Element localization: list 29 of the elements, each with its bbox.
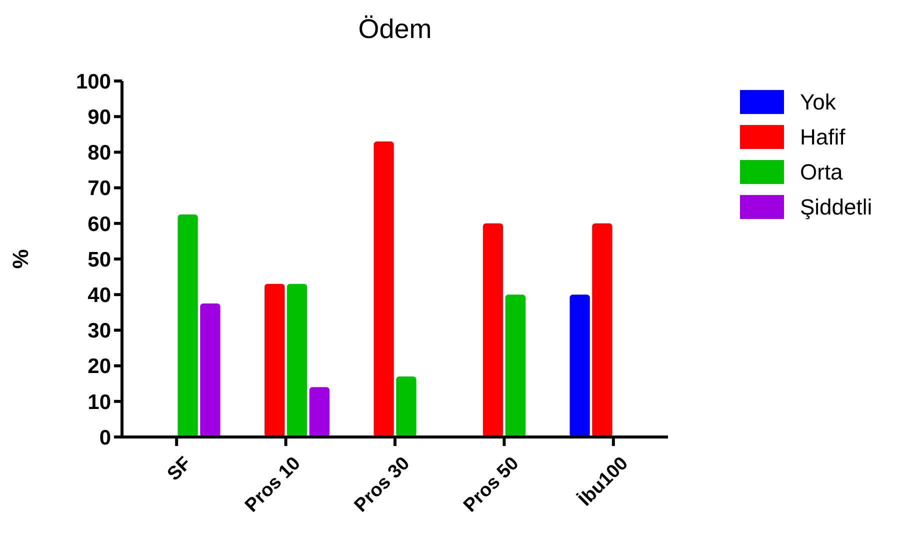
bar xyxy=(309,387,330,437)
y-tick-label: 100 xyxy=(76,70,111,94)
bar xyxy=(396,376,416,437)
bar xyxy=(482,223,504,437)
bar xyxy=(178,214,198,437)
bar xyxy=(592,223,612,437)
y-tick-label: 50 xyxy=(88,248,111,272)
x-tick-label: SF xyxy=(164,453,196,486)
bar xyxy=(374,142,394,437)
y-tick-label: 0 xyxy=(99,426,111,450)
legend-label: Orta xyxy=(800,160,844,185)
y-tick-label: 70 xyxy=(88,177,111,200)
y-tick-label: 20 xyxy=(88,355,111,378)
bar xyxy=(200,304,220,437)
y-tick-label: 60 xyxy=(88,212,111,236)
legend-label: Yok xyxy=(800,90,837,115)
chart-title: Ödem xyxy=(358,14,432,44)
y-axis-title: % xyxy=(8,249,33,269)
y-tick-label: 40 xyxy=(88,284,111,307)
bar xyxy=(286,284,308,437)
bar xyxy=(570,294,590,437)
y-tick-label: 30 xyxy=(88,320,111,343)
y-tick-label: 90 xyxy=(88,106,111,129)
bar xyxy=(264,284,285,437)
legend-label: Hafif xyxy=(800,124,846,150)
y-tick-label: 10 xyxy=(88,390,111,414)
bar xyxy=(505,294,526,437)
y-tick-label: 80 xyxy=(88,142,111,165)
legend-label: Şiddetli xyxy=(800,194,872,220)
